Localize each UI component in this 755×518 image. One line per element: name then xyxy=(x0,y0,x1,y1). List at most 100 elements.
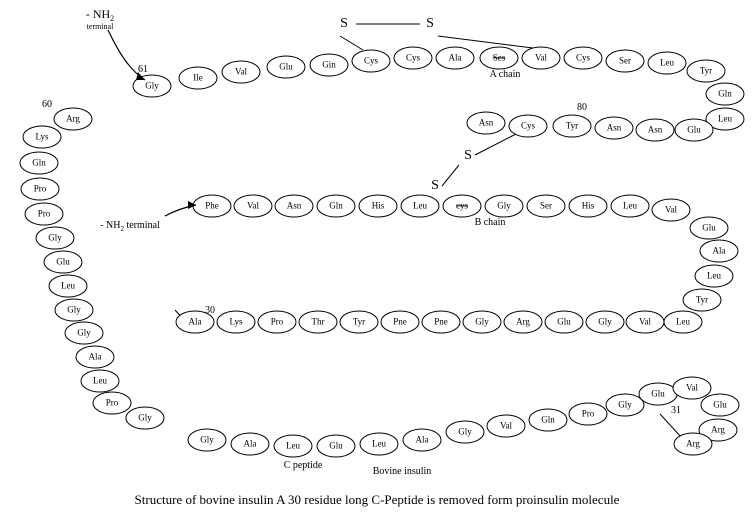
residue-glu: Glu xyxy=(639,383,677,405)
residue-label: Ala xyxy=(416,435,429,445)
residue-label: Pne xyxy=(434,317,448,327)
residue-ala: Ala xyxy=(76,346,114,368)
residue-gln: Gln xyxy=(20,152,58,174)
residue-label: Lys xyxy=(35,132,49,142)
residue-leu: Leu xyxy=(360,433,398,455)
residue-glu: Glu xyxy=(701,394,739,416)
residue-leu: Leu xyxy=(648,52,686,74)
position-61-label: 61 xyxy=(138,64,148,75)
residue-label: Tyr xyxy=(696,295,708,305)
residue-label: Asn xyxy=(479,118,494,128)
residue-val: Val xyxy=(673,377,711,399)
residue-arg: Arg xyxy=(674,433,712,455)
residue-arg: Arg xyxy=(504,311,542,333)
residue-cys: Cys xyxy=(509,115,547,137)
residue-label: Val xyxy=(639,317,651,327)
residue-label: Pro xyxy=(106,398,119,408)
bovine-insulin-label: Bovine insulin xyxy=(373,466,432,477)
residue-gly: Gly xyxy=(446,421,484,443)
residue-label: Arg xyxy=(686,439,700,449)
residue-label: Val xyxy=(665,205,677,215)
residue-gin: Gin xyxy=(310,54,348,76)
residue-label: Tyr xyxy=(566,121,578,131)
residue-label: Ala xyxy=(244,439,257,449)
residue-leu: Leu xyxy=(49,275,87,297)
residue-leu: Leu xyxy=(611,195,649,217)
residue-pro: Pro xyxy=(258,311,296,333)
sulfur-label: S xyxy=(340,16,348,31)
residue-label: Pro xyxy=(582,409,595,419)
position-60-label: 60 xyxy=(42,99,52,110)
residue-tyr: Tyr xyxy=(553,115,591,137)
residue-label: Val xyxy=(247,201,259,211)
residue-label: Cys xyxy=(521,121,536,131)
residue-label: Leu xyxy=(61,281,75,291)
residue-label: Glu xyxy=(713,400,727,410)
residue-val: Val xyxy=(487,415,525,437)
cleavage-tick xyxy=(660,414,682,438)
residue-label: Glu xyxy=(557,317,571,327)
residue-label: Ser xyxy=(540,201,552,211)
residue-label: Cys xyxy=(364,56,379,66)
proinsulin-diagram: GlyIleValGluGinCysCysAlaSesValCysSerLeuT… xyxy=(0,0,755,518)
residue-pro: Pro xyxy=(569,403,607,425)
residue-label: cys xyxy=(456,201,468,211)
residue-label: Gly xyxy=(77,328,91,338)
residue-gly: Gly xyxy=(65,322,103,344)
nh2-terminal-b-label: - NH2 terminal xyxy=(100,220,160,233)
a-chain-label: A chain xyxy=(490,69,521,80)
residue-leu: Leu xyxy=(401,195,439,217)
residue-label: Glu xyxy=(329,441,343,451)
residue-label: Gly xyxy=(200,435,214,445)
residue-label: Gly xyxy=(618,400,632,410)
residue-asn: Asn xyxy=(636,119,674,141)
residue-lys: Lys xyxy=(217,311,255,333)
residue-glu: Glu xyxy=(44,251,82,273)
residue-label: Asn xyxy=(648,125,663,135)
disulfide-bond xyxy=(475,133,518,155)
residue-ala: Ala xyxy=(436,47,474,69)
residue-label: Val xyxy=(500,421,512,431)
residue-his: His xyxy=(359,195,397,217)
residue-label: Ala xyxy=(89,352,102,362)
residue-gly: Gly xyxy=(606,394,644,416)
residue-label: Asn xyxy=(607,123,622,133)
residue-label: Lys xyxy=(229,317,243,327)
residue-gly: Gly xyxy=(55,299,93,321)
residue-label: Gin xyxy=(322,60,336,70)
residue-glu: Glu xyxy=(267,56,305,78)
residue-label: Ala xyxy=(713,246,726,256)
residue-label: Gly xyxy=(138,413,152,423)
residue-label: Gly xyxy=(145,81,159,91)
residue-gly: Gly xyxy=(36,227,74,249)
position-80-label: 80 xyxy=(577,102,587,113)
residue-gln: Gln xyxy=(529,409,567,431)
residue-label: Leu xyxy=(286,441,300,451)
residue-pne: Pne xyxy=(422,311,460,333)
residue-cys: cys xyxy=(443,195,481,217)
residue-label: Leu xyxy=(676,317,690,327)
residue-label: Gly xyxy=(497,201,511,211)
nh2-terminal-label: - NH2 xyxy=(86,7,114,23)
residue-label: Val xyxy=(686,383,698,393)
disulfide-bond xyxy=(442,165,459,186)
residue-label: Ala xyxy=(189,317,202,327)
residue-tyr: Tyr xyxy=(687,60,725,82)
residue-gly: Gly xyxy=(188,429,226,451)
disulfide-bond xyxy=(340,36,363,50)
residue-gln: Gln xyxy=(317,195,355,217)
residue-gln: Gln xyxy=(706,83,744,105)
residue-label: Leu xyxy=(93,376,107,386)
residue-pro: Pro xyxy=(93,392,131,414)
residue-cys: Cys xyxy=(352,50,390,72)
residue-val: Val xyxy=(626,311,664,333)
residue-leu: Leu xyxy=(81,370,119,392)
residue-label: Glu xyxy=(651,389,665,399)
residue-label: Gly xyxy=(48,233,62,243)
residue-label: Tyr xyxy=(353,317,365,327)
residue-label: Leu xyxy=(707,271,721,281)
residue-label: Arg xyxy=(66,114,80,124)
residue-label: Gln xyxy=(541,415,555,425)
residue-pro: Pro xyxy=(21,178,59,200)
residue-glu: Glu xyxy=(690,217,728,239)
